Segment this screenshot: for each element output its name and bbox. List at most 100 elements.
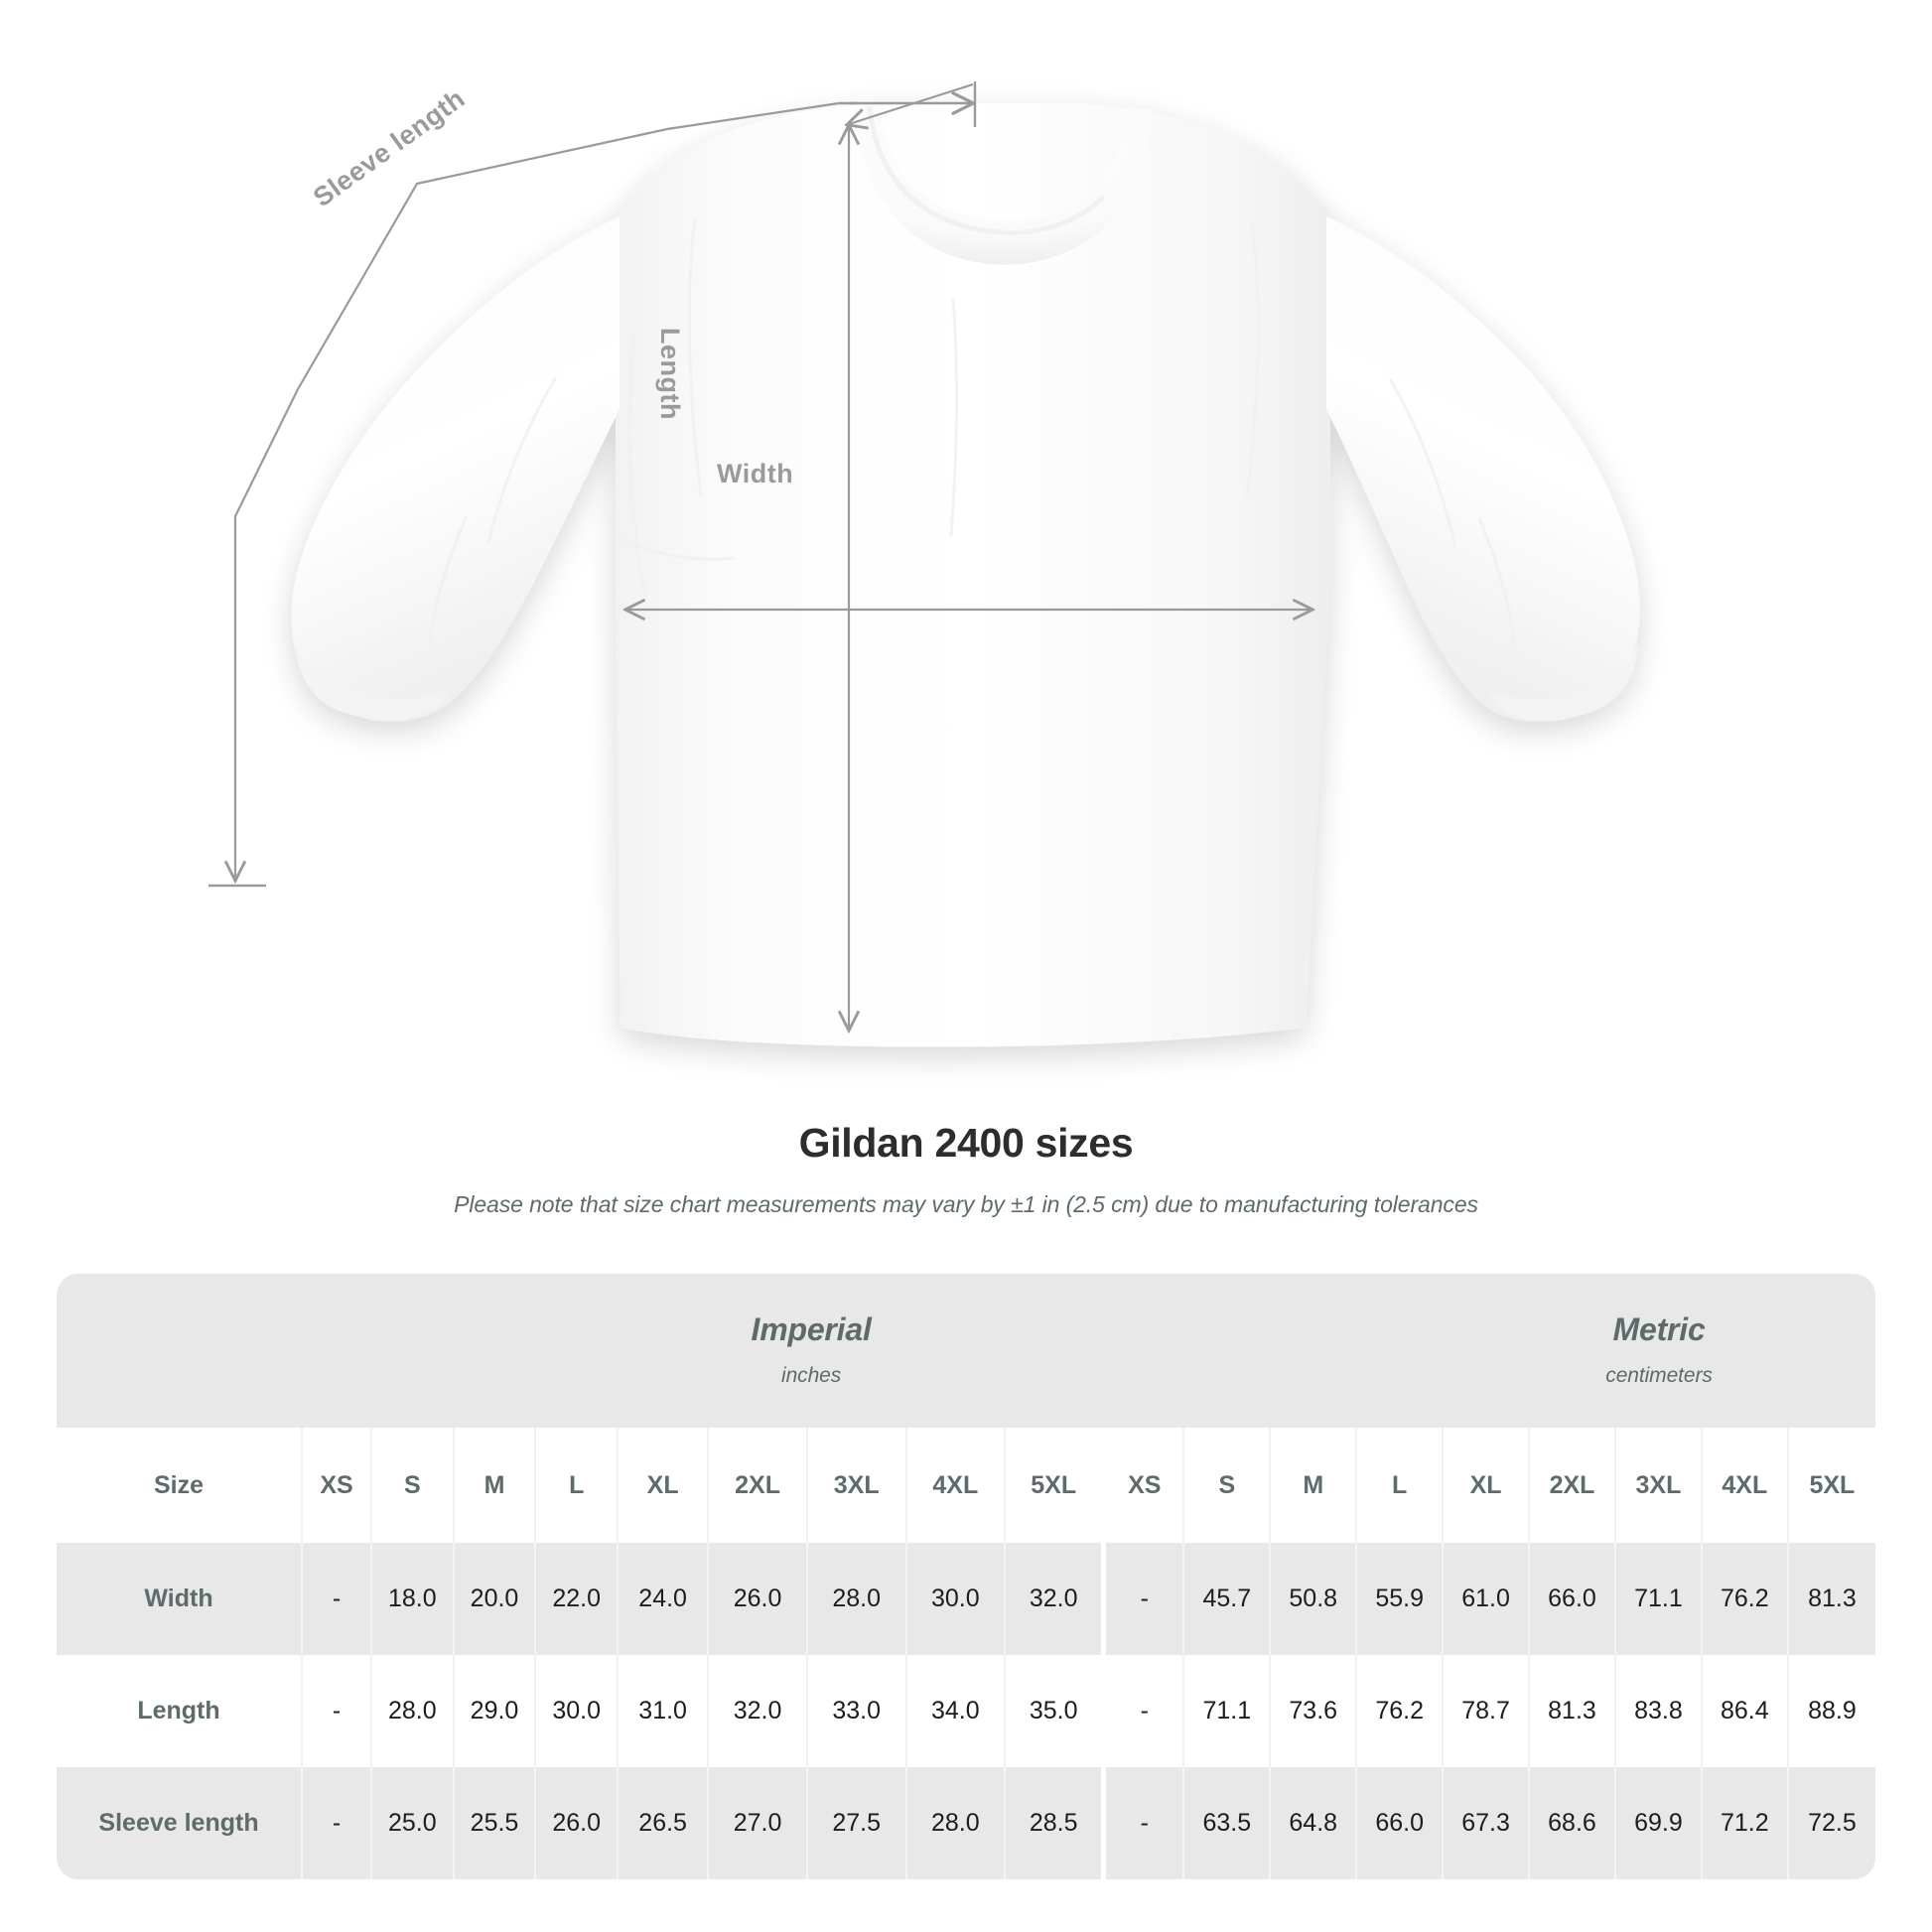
row-label-width: Width: [57, 1543, 303, 1655]
length-imperial-l: 30.0: [534, 1655, 619, 1767]
table-header-row: Size XS S M L XL 2XL 3XL 4XL 5XL XS S M …: [57, 1428, 1875, 1543]
length-imperial-2xl: 32.0: [707, 1655, 807, 1767]
header-imperial-s: S: [369, 1428, 454, 1543]
header-imperial-3xl: 3XL: [805, 1428, 906, 1543]
length-imperial-4xl: 34.0: [904, 1655, 1006, 1767]
length-metric-3xl: 83.8: [1613, 1655, 1702, 1767]
metric-unit-label: centimeters: [1605, 1364, 1713, 1388]
header-imperial-5xl: 5XL: [1004, 1428, 1104, 1543]
width-metric-s: 45.7: [1182, 1543, 1271, 1655]
sleeve-metric-xs: -: [1101, 1767, 1184, 1879]
sleeve-metric-m: 64.8: [1269, 1767, 1357, 1879]
header-metric-3xl: 3XL: [1613, 1428, 1702, 1543]
table-row-width: Width - 18.0 20.0 22.0 24.0 26.0 28.0 30…: [57, 1543, 1875, 1655]
length-metric-s: 71.1: [1182, 1655, 1271, 1767]
width-imperial-2xl: 26.0: [707, 1543, 807, 1655]
metric-system-label: Metric: [1612, 1311, 1706, 1347]
length-metric-l: 76.2: [1355, 1655, 1444, 1767]
length-imperial-xs: -: [301, 1655, 371, 1767]
sleeve-metric-3xl: 69.9: [1613, 1767, 1702, 1879]
garment-illustration: Sleeve length Length Width: [208, 81, 1640, 1047]
sleeve-metric-l: 66.0: [1355, 1767, 1444, 1879]
unit-banner-spacer-mid: [1005, 1274, 1444, 1428]
length-imperial-xl: 31.0: [617, 1655, 709, 1767]
width-annotation-label: Width: [717, 459, 794, 488]
header-metric-5xl: 5XL: [1786, 1428, 1875, 1543]
sleeve-metric-5xl: 72.5: [1786, 1767, 1875, 1879]
sleeve-length-line: [235, 101, 840, 879]
width-imperial-5xl: 32.0: [1004, 1543, 1104, 1655]
width-imperial-m: 20.0: [452, 1543, 536, 1655]
sleeve-metric-s: 63.5: [1182, 1767, 1271, 1879]
length-metric-m: 73.6: [1269, 1655, 1357, 1767]
sleeve-metric-4xl: 71.2: [1700, 1767, 1788, 1879]
header-metric-4xl: 4XL: [1700, 1428, 1788, 1543]
header-metric-2xl: 2XL: [1528, 1428, 1615, 1543]
sleeve-imperial-l: 26.0: [534, 1767, 619, 1879]
width-imperial-3xl: 28.0: [805, 1543, 906, 1655]
sleeve-imperial-xl: 26.5: [617, 1767, 709, 1879]
header-metric-xl: XL: [1442, 1428, 1530, 1543]
sleeve-imperial-3xl: 27.5: [805, 1767, 906, 1879]
title-block: Gildan 2400 sizes Please note that size …: [0, 1120, 1932, 1218]
length-imperial-3xl: 33.0: [805, 1655, 906, 1767]
table-row-sleeve-length: Sleeve length - 25.0 25.5 26.0 26.5 27.0…: [57, 1767, 1875, 1879]
header-metric-s: S: [1182, 1428, 1271, 1543]
width-metric-xs: -: [1101, 1543, 1184, 1655]
length-metric-2xl: 81.3: [1528, 1655, 1615, 1767]
measurement-annotations: [208, 81, 1311, 1029]
width-imperial-xs: -: [301, 1543, 371, 1655]
sleeve-metric-2xl: 68.6: [1528, 1767, 1615, 1879]
width-imperial-s: 18.0: [369, 1543, 454, 1655]
width-metric-2xl: 66.0: [1528, 1543, 1615, 1655]
shirt-silhouette: [291, 103, 1640, 1047]
width-imperial-xl: 24.0: [617, 1543, 709, 1655]
length-metric-5xl: 88.9: [1786, 1655, 1875, 1767]
unit-banner-metric: Metric centimeters: [1443, 1274, 1875, 1428]
width-metric-5xl: 81.3: [1786, 1543, 1875, 1655]
sleeve-imperial-m: 25.5: [452, 1767, 536, 1879]
width-metric-xl: 61.0: [1442, 1543, 1530, 1655]
garment-svg: [208, 81, 1640, 1047]
length-imperial-s: 28.0: [369, 1655, 454, 1767]
width-metric-4xl: 76.2: [1700, 1543, 1788, 1655]
sleeve-metric-xl: 67.3: [1442, 1767, 1530, 1879]
tolerance-note: Please note that size chart measurements…: [454, 1191, 1478, 1217]
header-imperial-m: M: [452, 1428, 536, 1543]
row-label-sleeve-length: Sleeve length: [57, 1767, 303, 1879]
width-metric-m: 50.8: [1269, 1543, 1357, 1655]
sleeve-imperial-s: 25.0: [369, 1767, 454, 1879]
header-imperial-xs: XS: [301, 1428, 371, 1543]
header-metric-xs: XS: [1101, 1428, 1184, 1543]
length-metric-4xl: 86.4: [1700, 1655, 1788, 1767]
row-label-length: Length: [57, 1655, 303, 1767]
width-metric-l: 55.9: [1355, 1543, 1444, 1655]
fabric-folds: [427, 217, 1517, 650]
header-imperial-l: L: [534, 1428, 619, 1543]
unit-banner-spacer-left: [57, 1274, 619, 1428]
size-table: Imperial inches Metric centimeters Size …: [57, 1274, 1875, 1879]
header-metric-l: L: [1355, 1428, 1444, 1543]
size-table-container: Imperial inches Metric centimeters Size …: [57, 1274, 1875, 1879]
page-title: Gildan 2400 sizes: [798, 1120, 1134, 1166]
header-imperial-2xl: 2XL: [707, 1428, 807, 1543]
width-metric-3xl: 71.1: [1613, 1543, 1702, 1655]
imperial-system-label: Imperial: [751, 1311, 872, 1347]
width-imperial-l: 22.0: [534, 1543, 619, 1655]
sleeve-imperial-xs: -: [301, 1767, 371, 1879]
header-metric-m: M: [1269, 1428, 1357, 1543]
table-row-length: Length - 28.0 29.0 30.0 31.0 32.0 33.0 3…: [57, 1655, 1875, 1767]
length-annotation-label: Length: [655, 328, 685, 420]
unit-banner-row: Imperial inches Metric centimeters: [57, 1274, 1875, 1428]
sleeve-imperial-5xl: 28.5: [1004, 1767, 1104, 1879]
sleeve-imperial-4xl: 28.0: [904, 1767, 1006, 1879]
header-imperial-xl: XL: [617, 1428, 709, 1543]
width-imperial-4xl: 30.0: [904, 1543, 1006, 1655]
sleeve-imperial-2xl: 27.0: [707, 1767, 807, 1879]
unit-banner-imperial: Imperial inches: [618, 1274, 1006, 1428]
length-imperial-5xl: 35.0: [1004, 1655, 1104, 1767]
header-imperial-4xl: 4XL: [904, 1428, 1006, 1543]
length-imperial-m: 29.0: [452, 1655, 536, 1767]
length-metric-xl: 78.7: [1442, 1655, 1530, 1767]
